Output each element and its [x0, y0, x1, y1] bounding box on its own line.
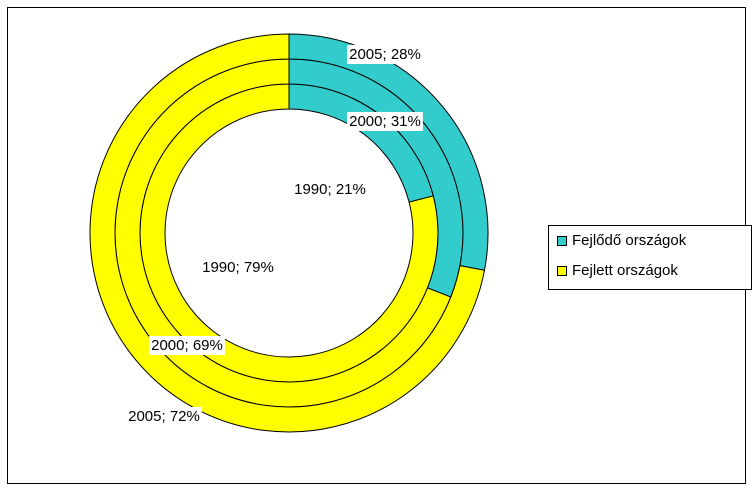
data-label: 1990; 79% [202, 259, 274, 276]
data-label: 2005; 72% [128, 408, 200, 425]
legend-swatch [557, 266, 567, 276]
data-label-bg [347, 111, 423, 131]
legend-box [548, 225, 752, 290]
data-label: 1990; 21% [294, 181, 366, 198]
data-label-bg [149, 335, 225, 355]
data-label: 2005; 28% [349, 46, 421, 63]
data-label: 2000; 31% [349, 113, 421, 130]
ring-segment [89, 33, 486, 433]
data-label-bg [347, 44, 423, 64]
data-label-bg [292, 179, 368, 199]
legend-swatch [557, 236, 567, 246]
data-label-bg [200, 257, 276, 277]
legend-label: Fejlődő országok [572, 232, 687, 249]
data-label: 2000; 69% [151, 337, 223, 354]
legend-label: Fejlett országok [572, 262, 678, 279]
data-label-bg [126, 406, 202, 426]
